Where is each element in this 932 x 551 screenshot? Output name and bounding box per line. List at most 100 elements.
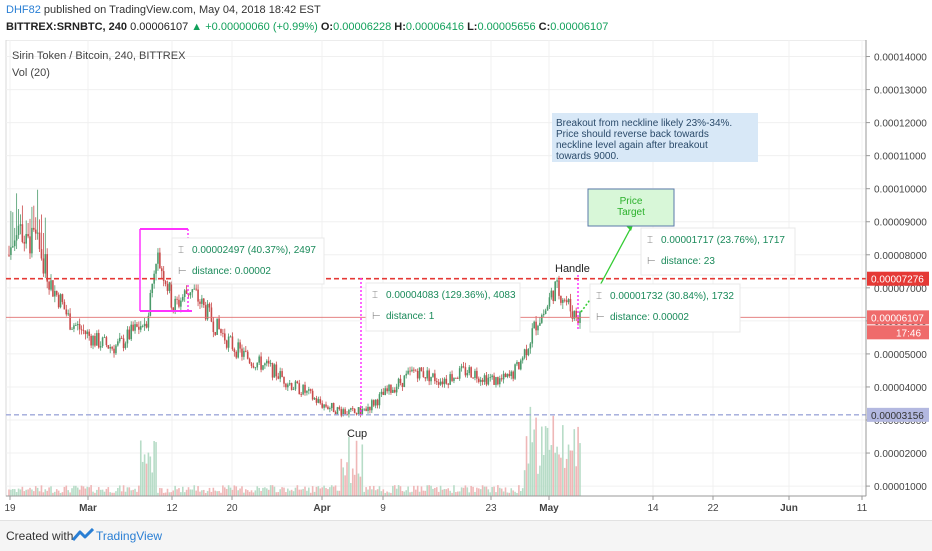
candle-body (38, 232, 41, 250)
y-tick-label: 0.00007000 (874, 284, 927, 295)
volume-bar (376, 489, 379, 496)
volume-bar (350, 483, 352, 496)
candle-body (361, 409, 364, 416)
candle-body (319, 399, 322, 404)
last-price: 0.00006107 (130, 21, 189, 33)
legend-title[interactable]: Sirin Token / Bitcoin, 240, BITTREX (12, 50, 186, 62)
y-tick-label: 0.00013000 (874, 86, 927, 97)
candle-body (302, 384, 304, 395)
time-axis: 19 Mar 12 20 Apr 9 23 May 14 22 Jun 11 (4, 495, 868, 514)
volume-bars (8, 406, 581, 496)
candle-body (487, 377, 490, 385)
measure-flag[interactable]: ⌶ 0.00002497 (40.37%), 2497 ⊢ distance: 0.0… (171, 237, 325, 285)
candle-body (252, 365, 255, 368)
volume-bar (428, 485, 430, 496)
y-tick-label: 0.00001000 (874, 482, 927, 493)
candle-body (248, 358, 251, 364)
breakout-note[interactable]: Breakout from neckline likely 23%-34%.Pr… (552, 113, 758, 162)
volume-bar (413, 485, 415, 496)
volume-bar (279, 489, 281, 496)
symbol-label: BITTREX:SRNBTC, 240 (6, 21, 128, 33)
candle-body (414, 370, 417, 372)
candle-body (212, 321, 215, 333)
volume-bar (90, 485, 92, 496)
candle-body (502, 373, 505, 380)
chart-area[interactable]: ⌶ 0.00002497 (40.37%), 2497 ⊢ distance: 0.0… (0, 39, 932, 518)
candle-body (405, 373, 408, 376)
volume-bar (178, 488, 180, 496)
volume-bar (31, 489, 33, 496)
volume-bar (470, 485, 472, 496)
measure-handle[interactable]: ⌶ 0.00001732 (30.84%), 1732 ⊢ distance: 0.0… (589, 283, 741, 333)
y-tick-label: 0.00005000 (874, 350, 927, 361)
y-tick-label: 0.00014000 (874, 53, 927, 64)
volume-bar (405, 490, 408, 496)
tradingview-brand-link[interactable]: TradingView (96, 529, 163, 543)
volume-bar (525, 436, 528, 496)
volume-bar (397, 485, 400, 496)
candle-body (294, 381, 297, 390)
candle-body (489, 377, 492, 378)
candle-body (19, 224, 22, 226)
open-value: 0.00006228 (333, 21, 392, 33)
projection-arrow-line[interactable] (597, 221, 635, 290)
candle-body (132, 324, 134, 331)
volume-bar (113, 492, 115, 496)
candle-body (439, 381, 442, 385)
candle-body (338, 407, 341, 410)
author-link[interactable]: DHF82 (6, 4, 41, 16)
tradingview-logo-icon[interactable] (72, 528, 94, 542)
volume-bar (493, 486, 495, 496)
volume-bar (168, 492, 171, 496)
candle-body (128, 329, 131, 340)
volume-bar (147, 452, 150, 496)
measure-target[interactable]: ⌶ 0.00001717 (23.76%), 1717 ⊢ distance: 23 (640, 227, 796, 276)
volume-bar (201, 490, 203, 496)
price-chart-svg[interactable]: ⌶ 0.00002497 (40.37%), 2497 ⊢ distance: 0.0… (0, 39, 932, 518)
volume-bar (290, 489, 293, 496)
volume-bar (542, 454, 545, 496)
candle-body (61, 294, 64, 302)
volume-bar (162, 492, 165, 496)
x-tick-label: 19 (4, 503, 16, 514)
candle-body (462, 366, 465, 368)
volume-bar (266, 488, 268, 496)
candle-body (237, 342, 239, 358)
measure-handle-distance: distance: 0.00002 (610, 312, 689, 323)
candle-body (36, 232, 39, 234)
volume-bar (575, 466, 577, 496)
volume-bar (411, 491, 413, 496)
candle-body (264, 363, 266, 366)
candle-body (309, 389, 312, 391)
candle-body (562, 299, 564, 303)
volume-bar (329, 487, 331, 496)
volume-bar (487, 489, 490, 496)
candle-body (321, 403, 323, 408)
candle-body (245, 350, 247, 352)
volume-bar (78, 489, 81, 496)
candle-body (130, 324, 133, 340)
volume-bar (382, 489, 385, 496)
candle-body (342, 409, 344, 416)
measure-cup[interactable]: ⌶ 0.00004083 (129.36%), 4083 ⊢ distance: 1 (365, 282, 521, 332)
volume-bar (170, 492, 173, 496)
projection-line-1[interactable] (580, 288, 599, 313)
volume-bar (298, 489, 301, 496)
volume-bar (118, 485, 121, 496)
volume-bar (569, 450, 572, 496)
volume-bar (225, 488, 228, 496)
candle-body (544, 310, 547, 314)
candle-body (527, 348, 530, 356)
volume-bar (308, 487, 310, 496)
volume-bar (334, 485, 337, 496)
volume-bar (374, 490, 377, 496)
legend-indicator[interactable]: Vol (20) (12, 67, 50, 79)
volume-bar (132, 489, 134, 496)
candle-body (12, 246, 14, 248)
candle-body (111, 347, 113, 349)
volume-bar (258, 487, 260, 496)
volume-bar (577, 426, 579, 496)
candle-body (124, 343, 127, 349)
candle-body (33, 227, 35, 230)
